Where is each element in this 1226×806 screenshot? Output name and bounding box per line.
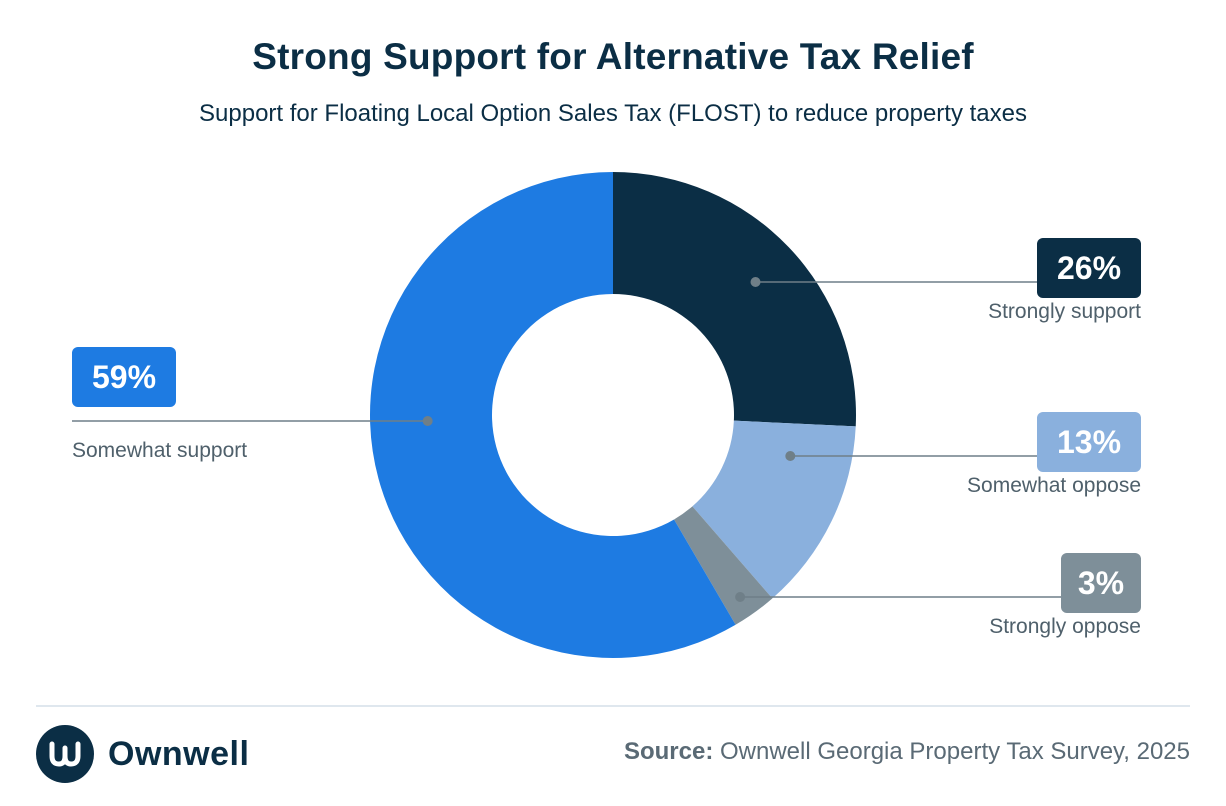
slice-strongly-oppose	[674, 506, 773, 625]
value-badge-strongly-support	[1037, 238, 1141, 298]
leader-dot-strongly-support	[750, 277, 761, 287]
value-label-somewhat-oppose: 13%	[1057, 424, 1121, 460]
leader-dot-somewhat-oppose	[785, 451, 796, 461]
category-label-strongly-oppose: Strongly oppose	[989, 615, 1141, 638]
category-label-somewhat-oppose: Somewhat oppose	[967, 474, 1141, 497]
leader-dot-strongly-oppose	[735, 592, 746, 602]
chart-subtitle: Support for Floating Local Option Sales …	[199, 100, 1027, 127]
value-badge-somewhat-support	[72, 347, 176, 407]
value-label-strongly-oppose: 3%	[1078, 565, 1124, 601]
slice-strongly-support	[613, 172, 856, 427]
ownwell-logo-icon	[36, 725, 94, 783]
category-label-strongly-support: Strongly support	[988, 300, 1141, 323]
slice-somewhat-oppose	[692, 420, 856, 599]
category-label-somewhat-support: Somewhat support	[72, 439, 247, 462]
value-badge-strongly-oppose	[1061, 553, 1141, 613]
value-label-somewhat-support: 59%	[92, 359, 156, 395]
donut-chart: 26% Strongly support 13% Somewhat oppose 3% S…	[72, 172, 1141, 658]
leader-dot-somewhat-support	[422, 416, 433, 426]
source-note: Source: Ownwell Georgia Property Tax Sur…	[624, 738, 1190, 766]
source-text: Ownwell Georgia Property Tax Survey, 202…	[713, 738, 1190, 765]
footer-divider	[36, 705, 1190, 707]
value-badge-somewhat-oppose	[1037, 412, 1141, 472]
value-label-strongly-support: 26%	[1057, 250, 1121, 286]
source-label: Source:	[623, 738, 714, 765]
brand-name: Ownwell	[108, 734, 250, 773]
brand-logo: Ownwell	[36, 725, 249, 783]
slice-somewhat-support	[369, 172, 736, 658]
chart-title: Strong Support for Alternative Tax Relie…	[252, 36, 974, 77]
